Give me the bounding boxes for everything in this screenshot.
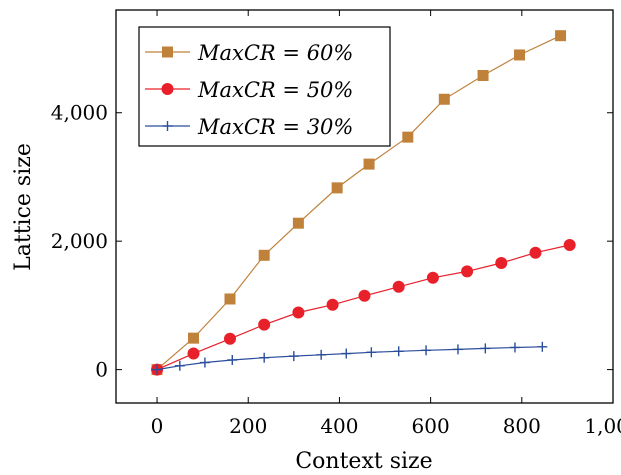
axis-ticks: 0 200 400 600 800 1,000 0 2,000 4,000 [51,10,621,438]
series-plus [152,341,548,375]
data-point [529,246,542,259]
data-point [393,346,404,357]
x-tick-label: 800 [503,414,541,438]
data-point [341,348,352,359]
data-point [438,93,450,105]
data-point [258,318,271,331]
data-point [288,351,299,362]
data-point [188,332,200,344]
legend-label: MaxCR = 50% [197,78,353,102]
x-axis-title: Context size [295,449,432,474]
legend-item: MaxCR = 60% [145,41,353,65]
series-circle [151,239,576,376]
data-point [461,265,474,278]
data-point [366,347,377,358]
data-point [363,158,375,170]
data-point [477,70,489,81]
x-tick-label: 1,000 [584,414,621,438]
y-tick-label: 4,000 [51,101,108,125]
plot-frame [115,9,614,404]
data-point [259,352,270,363]
x-tick-label: 400 [320,414,358,438]
data-point [316,349,327,360]
data-point [358,289,371,302]
data-point [331,182,343,194]
data-point [555,30,567,42]
y-tick-label: 0 [95,358,108,382]
data-point [495,257,508,270]
legend-item: MaxCR = 30% [145,115,353,139]
data-point [227,354,238,365]
data-point [452,344,463,355]
x-tick-label: 0 [151,414,164,438]
data-point [292,306,305,319]
data-point [174,360,185,371]
data-point [402,131,414,143]
data-point [537,341,548,352]
legend-item: MaxCR = 50% [145,78,353,102]
data-point [563,239,576,252]
data-point [223,332,236,345]
legend-label: MaxCR = 30% [197,115,353,139]
data-point [421,345,432,356]
legend-label: MaxCR = 60% [197,41,353,65]
data-point [292,217,304,229]
legend-marker [161,83,174,95]
legend-marker [162,121,173,131]
data-point [514,49,526,61]
series-line [156,244,570,371]
data-point [258,249,270,261]
data-point [152,364,163,375]
data-point [187,347,200,360]
legend-marker [162,46,173,58]
y-axis-title: Lattice size [11,143,36,271]
legend: MaxCR = 60% MaxCR = 50% MaxCR = 30% [138,26,391,147]
data-point [480,343,491,354]
data-point [199,357,210,368]
x-tick-label: 200 [229,414,267,438]
series-line [156,346,543,371]
y-tick-label: 2,000 [51,229,108,253]
data-point [392,280,405,293]
data-point [224,293,236,305]
data-point [326,298,339,311]
data-point [509,342,520,353]
series-layer [151,30,576,376]
series-line [156,35,561,371]
data-point [426,271,439,284]
x-tick-label: 600 [412,414,450,438]
